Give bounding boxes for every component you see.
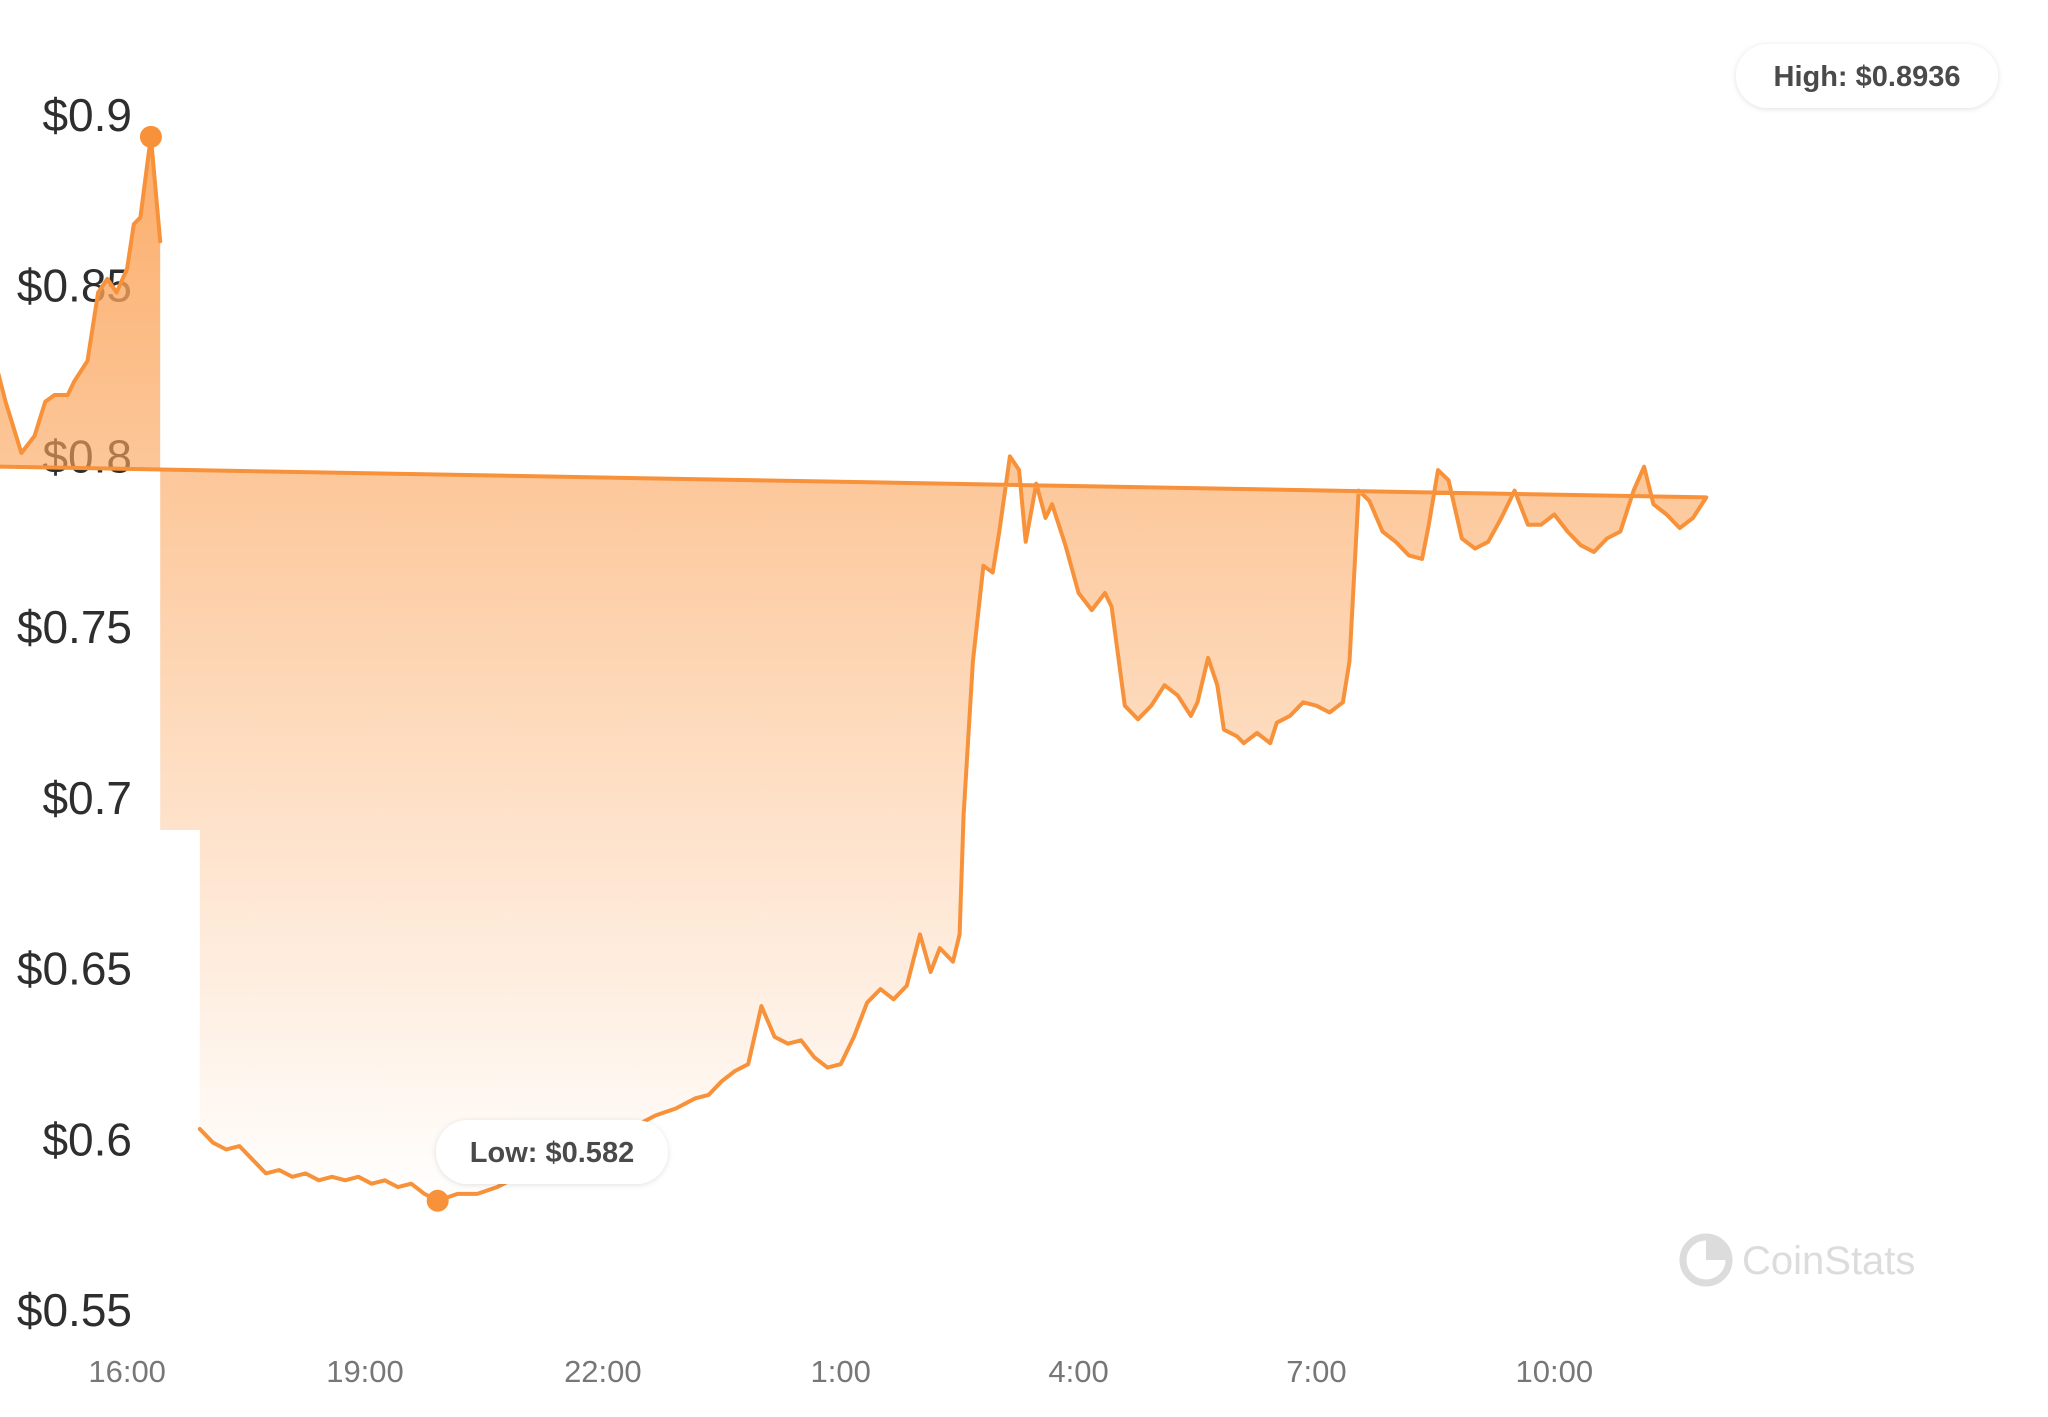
coinstats-watermark: CoinStats	[1679, 1233, 1915, 1287]
watermark-text: CoinStats	[1742, 1239, 1915, 1283]
x-tick-label: 22:00	[564, 1354, 642, 1389]
low-price-callout: Low: $0.582	[426, 1120, 668, 1212]
high-callout-label: High: $0.8936	[1774, 61, 1961, 93]
x-tick-label: 16:00	[88, 1354, 166, 1389]
x-tick-label: 10:00	[1515, 1354, 1593, 1389]
x-tick-label: 7:00	[1286, 1354, 1346, 1389]
y-tick-label: $0.7	[42, 772, 132, 824]
y-tick-label: $0.75	[17, 601, 132, 653]
y-axis: $0.9$0.85$0.8$0.75$0.7$0.65$0.6$0.55	[17, 89, 132, 1336]
y-tick-label: $0.55	[17, 1284, 132, 1336]
y-tick-label: $0.6	[42, 1113, 132, 1165]
price-area-fill	[0, 136, 1707, 1201]
high-callout-bubble	[1736, 44, 1998, 108]
x-tick-label: 19:00	[326, 1354, 404, 1389]
x-tick-label: 4:00	[1048, 1354, 1108, 1389]
coinstats-logo-icon	[1679, 1233, 1733, 1287]
y-tick-label: $0.65	[17, 943, 132, 995]
low-callout-label: Low: $0.582	[470, 1137, 634, 1169]
y-tick-label: $0.9	[42, 89, 132, 141]
high-price-callout: High: $0.8936	[139, 44, 1998, 148]
high-point-marker	[139, 125, 162, 148]
x-tick-label: 1:00	[811, 1354, 871, 1389]
low-callout-bubble	[436, 1120, 668, 1184]
low-point-marker	[426, 1189, 449, 1212]
